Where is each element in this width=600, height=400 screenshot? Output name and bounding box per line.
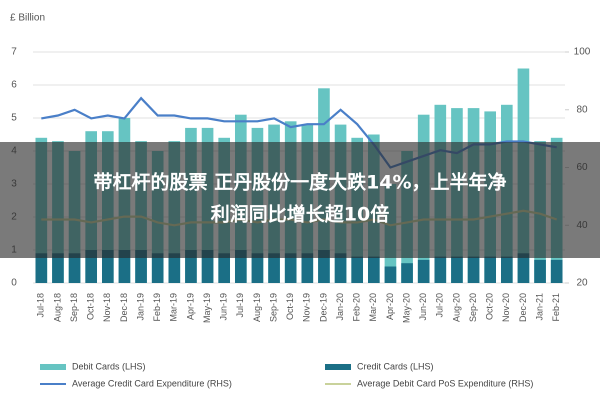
- x-tick-label: Nov-18: [102, 293, 112, 322]
- x-tick-label: Jun-19: [219, 293, 229, 321]
- x-tick-label: Feb-21: [551, 293, 561, 322]
- bar: [417, 259, 430, 283]
- y-tick-label: 6: [11, 80, 17, 91]
- x-tick-label: Sep-19: [268, 293, 278, 322]
- y-tick-label: 7: [11, 47, 17, 58]
- y-axis-label: £ Billion: [10, 13, 45, 24]
- bar: [351, 256, 364, 283]
- x-tick-label: Oct-18: [86, 293, 96, 320]
- bar: [301, 253, 314, 283]
- bar: [168, 253, 181, 283]
- x-tick-label: Sep-18: [69, 293, 79, 322]
- bar: [318, 250, 330, 283]
- x-tick-label: May-19: [202, 293, 212, 323]
- bar: [234, 250, 247, 283]
- x-tick-label: Jan-20: [335, 293, 345, 321]
- x-tick-label: Jul-19: [235, 293, 245, 318]
- x-tick-label: Mar-20: [368, 293, 378, 322]
- bar: [52, 253, 64, 283]
- x-tick-label: Dec-18: [119, 293, 129, 322]
- x-tick-label: Jun-20: [418, 293, 428, 321]
- bar: [550, 259, 563, 283]
- bar: [151, 253, 164, 283]
- overlay-text: 带杠杆的股票 正丹股份一度大跌14%，上半年净: [93, 171, 506, 194]
- bar: [434, 256, 447, 283]
- x-tick-label: Apr-19: [185, 293, 195, 320]
- bar: [500, 256, 513, 283]
- bar: [218, 253, 231, 283]
- x-tick-label: Aug-19: [252, 293, 262, 322]
- x-tick-label: Mar-19: [169, 293, 179, 322]
- x-tick-label: Sep-20: [468, 293, 478, 322]
- x-tick-label: Aug-18: [52, 293, 62, 322]
- bar: [284, 253, 297, 283]
- y2-tick-label: 20: [576, 278, 588, 289]
- x-tick-label: Jul-18: [36, 293, 46, 318]
- bar: [384, 266, 397, 283]
- y2-tick-label: 100: [574, 47, 591, 58]
- legend-label: Credit Cards (LHS): [357, 361, 434, 371]
- bar: [401, 263, 413, 283]
- bar: [68, 253, 81, 283]
- x-tick-label: Feb-19: [152, 293, 162, 322]
- x-tick-label: Jan-21: [534, 293, 544, 321]
- bar: [484, 256, 497, 283]
- y-tick-label: 0: [11, 278, 17, 289]
- legend-label: Average Debit Card PoS Expenditure (RHS): [357, 378, 533, 388]
- x-tick-label: Dec-20: [518, 293, 528, 322]
- legend-swatch: [325, 364, 351, 370]
- x-tick-label: Jul-20: [435, 293, 445, 318]
- bar: [118, 250, 131, 283]
- bar: [367, 256, 380, 283]
- bar: [135, 250, 147, 283]
- x-tick-label: Nov-20: [501, 293, 511, 322]
- legend-label: Average Credit Card Expenditure (RHS): [72, 378, 232, 388]
- bar: [85, 250, 98, 283]
- bar: [467, 256, 480, 283]
- bar: [268, 253, 280, 283]
- bar: [517, 253, 530, 283]
- bar: [185, 250, 197, 283]
- overlay-band: [0, 142, 600, 258]
- y-tick-label: 5: [11, 113, 17, 124]
- legend-label: Debit Cards (LHS): [72, 361, 146, 371]
- x-tick-label: Nov-19: [302, 293, 312, 322]
- bar: [534, 259, 546, 283]
- x-tick-label: Oct-20: [485, 293, 495, 320]
- bar: [334, 253, 347, 283]
- x-tick-label: Jan-19: [135, 293, 145, 321]
- x-tick-label: May-20: [401, 293, 411, 323]
- x-tick-label: Feb-20: [352, 293, 362, 322]
- y2-tick-label: 80: [576, 104, 588, 115]
- bar: [35, 253, 48, 283]
- bar: [201, 250, 214, 283]
- x-tick-label: Oct-19: [285, 293, 295, 320]
- overlay-text: 利润同比增长超10倍: [211, 203, 389, 226]
- x-tick-label: Dec-19: [318, 293, 328, 322]
- bar: [101, 250, 114, 283]
- legend-swatch: [40, 364, 66, 370]
- bar: [451, 256, 463, 283]
- x-tick-label: Aug-20: [451, 293, 461, 322]
- x-tick-label: Apr-20: [385, 293, 395, 320]
- bar: [251, 253, 264, 283]
